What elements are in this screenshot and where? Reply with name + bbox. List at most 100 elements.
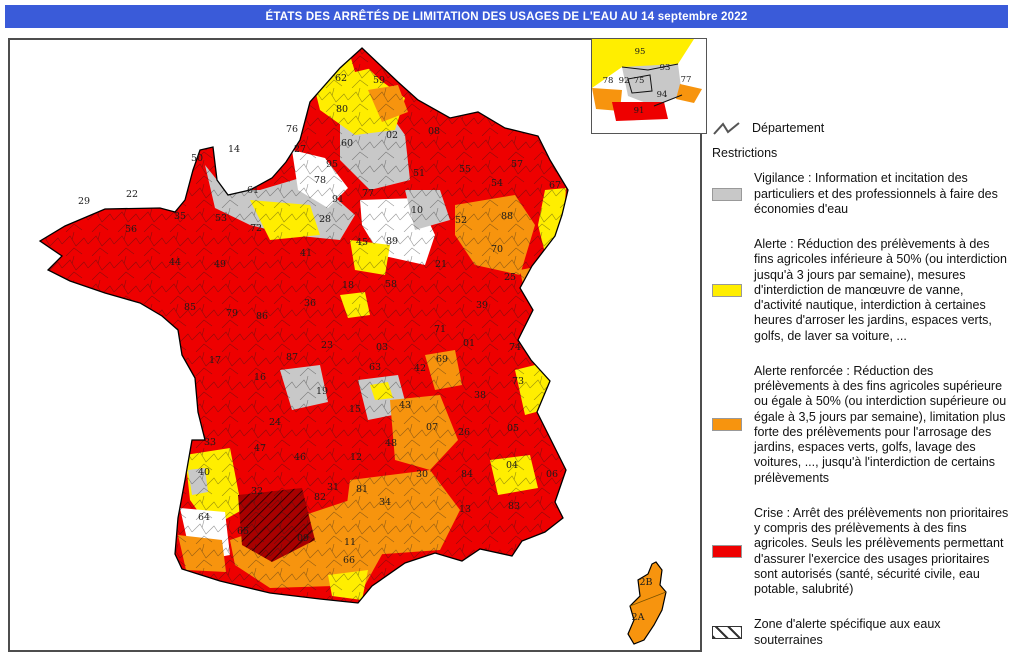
- department-label: 47: [254, 443, 266, 454]
- inset-boundaries: [621, 63, 683, 107]
- zone-souterraine-hatch-swatch: [712, 626, 742, 639]
- department-label: 69: [436, 354, 448, 365]
- department-label: 75: [634, 76, 645, 86]
- department-label: 45: [356, 237, 368, 248]
- vigilance-swatch: [712, 187, 742, 201]
- department-label: 59: [373, 75, 385, 86]
- page-title: ÉTATS DES ARRÊTÉS DE LIMITATION DES USAG…: [265, 10, 748, 23]
- department-label: 26: [458, 427, 470, 438]
- inset-vigilance-cluster: [622, 64, 682, 106]
- department-label: 88: [501, 211, 513, 222]
- crise-text: Crise : Arrêt des prélèvements non prior…: [754, 505, 1009, 596]
- department-label: 89: [386, 236, 398, 247]
- departement-line-icon: [713, 122, 740, 135]
- department-label: 73: [512, 376, 524, 387]
- department-label: 25: [504, 272, 516, 283]
- department-label: 67: [549, 180, 561, 191]
- department-labels: 62 59 80 76 50 14 27 60 02 08 95 77 78 91 51 55 57 54 67 88…: [78, 73, 653, 623]
- department-label: 21: [435, 259, 447, 270]
- department-label: 23: [321, 340, 333, 351]
- alerte-swatch: [712, 283, 742, 297]
- department-label: 39: [476, 300, 488, 311]
- department-label: 82: [314, 492, 326, 503]
- department-label: 27: [294, 144, 306, 155]
- alerte-renforcee-swatch: [712, 418, 742, 432]
- department-label: 32: [251, 486, 263, 497]
- department-label: 92: [619, 76, 630, 86]
- department-label: 09: [297, 533, 309, 544]
- department-label: 91: [332, 194, 344, 205]
- department-label: 56: [125, 224, 137, 235]
- department-label: 33: [204, 437, 216, 448]
- department-label: 44: [169, 257, 181, 268]
- department-label: 2B: [639, 577, 652, 588]
- france-map: 62 59 80 76 50 14 27 60 02 08 95 77 78 91 51 55 57 54 67 88…: [38, 47, 667, 645]
- title-bar: ÉTATS DES ARRÊTÉS DE LIMITATION DES USAG…: [5, 5, 1008, 28]
- inset-91-crise: [612, 102, 668, 121]
- department-label: 64: [198, 512, 210, 523]
- department-label: 81: [356, 484, 368, 495]
- department-label: 05: [507, 423, 519, 434]
- legend-departement-row: Département: [712, 120, 1010, 138]
- department-label: 50: [191, 153, 203, 164]
- department-label: 24: [269, 417, 281, 428]
- department-label: 34: [379, 497, 391, 508]
- inset-94-renforcee: [676, 84, 702, 103]
- department-label: 06: [546, 469, 558, 480]
- department-label: 10: [411, 205, 423, 216]
- department-label: 72: [250, 223, 262, 234]
- department-label: 87: [286, 352, 298, 363]
- department-label: 78: [314, 175, 326, 186]
- alerte-renforcee-text: Alerte renforcée : Réduction des prélève…: [754, 363, 1007, 485]
- department-label: 42: [414, 363, 426, 374]
- inset-department-labels: 95 93 77 78 92 75 94 91: [603, 47, 692, 116]
- legend: Département Restrictions Vigilance : Inf…: [712, 120, 1010, 668]
- idf-inset-svg: 95 93 77 78 92 75 94 91: [592, 39, 706, 133]
- corsica: [627, 561, 667, 645]
- department-label: 49: [214, 259, 226, 270]
- department-label: 95: [635, 47, 646, 57]
- vigilance-text: Vigilance : Information et incitation de…: [754, 171, 998, 216]
- inset-95-alerte: [592, 39, 694, 88]
- department-label: 01: [463, 338, 475, 349]
- department-label: 19: [316, 386, 328, 397]
- department-label: 55: [459, 164, 471, 175]
- department-label: 29: [78, 196, 90, 207]
- department-label: 51: [413, 168, 425, 179]
- department-label: 12: [350, 452, 362, 463]
- department-label: 65: [237, 526, 249, 537]
- department-label: 30: [416, 469, 428, 480]
- legend-item-alerte: Alerte : Réduction des prélèvements à de…: [712, 237, 1010, 344]
- department-label: 18: [342, 280, 354, 291]
- alerte-text: Alerte : Réduction des prélèvements à de…: [754, 237, 1007, 343]
- department-label: 70: [491, 244, 503, 255]
- department-label: 63: [369, 362, 381, 373]
- department-label: 85: [184, 302, 196, 313]
- department-label: 86: [256, 311, 268, 322]
- department-label: 57: [511, 159, 523, 170]
- department-label: 52: [455, 215, 467, 226]
- department-label: 16: [254, 372, 266, 383]
- france-outline: [38, 47, 569, 604]
- department-label: 15: [349, 404, 361, 415]
- department-label: 78: [603, 76, 614, 86]
- department-label: 31: [327, 482, 339, 493]
- department-label: 54: [491, 178, 503, 189]
- department-label: 77: [681, 75, 692, 85]
- legend-item-alerte-renforcee: Alerte renforcée : Réduction des prélève…: [712, 364, 1010, 486]
- corsica-divider: [629, 591, 667, 607]
- department-label: 08: [428, 126, 440, 137]
- department-label: 93: [660, 63, 671, 73]
- department-label: 77: [362, 188, 374, 199]
- department-label: 07: [426, 422, 438, 433]
- department-label: 2A: [632, 612, 645, 623]
- department-label: 43: [399, 400, 411, 411]
- department-label: 66: [343, 555, 355, 566]
- legend-item-vigilance: Vigilance : Information et incitation de…: [712, 171, 1010, 217]
- department-label: 58: [385, 279, 397, 290]
- crise-swatch: [712, 545, 742, 558]
- department-label: 22: [126, 189, 138, 200]
- department-label: 02: [386, 130, 398, 141]
- department-label: 94: [657, 90, 668, 100]
- department-label: 80: [336, 104, 348, 115]
